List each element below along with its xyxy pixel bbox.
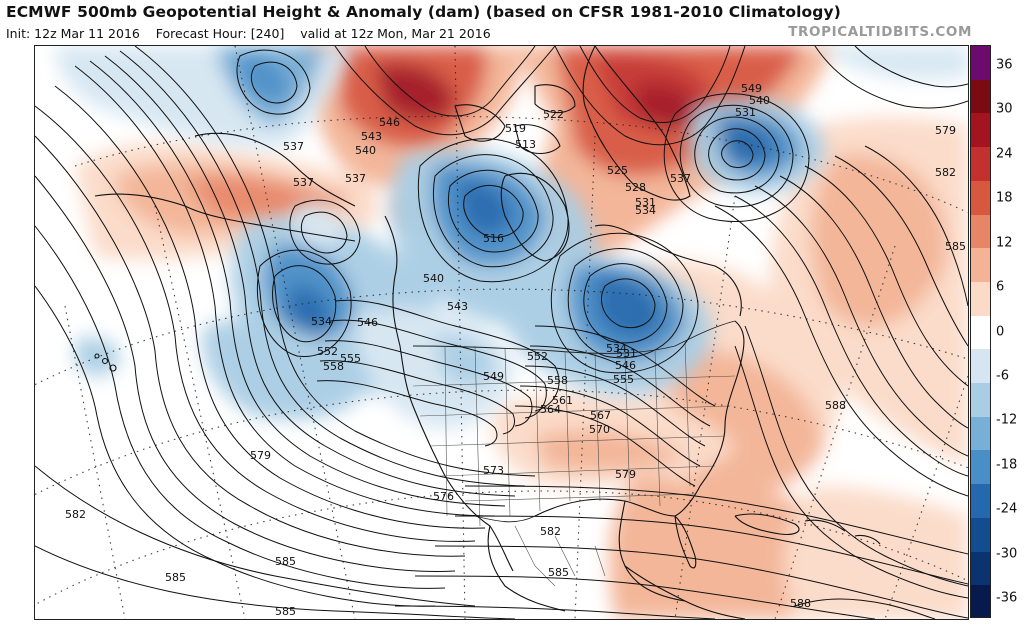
colorbar-swatch — [971, 180, 990, 216]
contour-label: 549 — [483, 370, 504, 383]
contour-label: 579 — [615, 468, 636, 481]
colorbar-tick-label: 0 — [996, 324, 1005, 339]
contour-label: 540 — [355, 144, 376, 157]
contour-label: 576 — [433, 490, 454, 503]
colorbar-swatch — [971, 349, 990, 384]
colorbar-swatch — [971, 79, 990, 114]
colorbar-tick-label: 36 — [996, 57, 1013, 73]
contour-label: 558 — [323, 360, 344, 373]
contour-label: 558 — [547, 374, 568, 387]
contour-label: 552 — [527, 350, 548, 363]
colorbar-tick-label: -12 — [996, 412, 1018, 428]
colorbar-tick-label: 12 — [996, 235, 1013, 251]
contour-label: 585 — [165, 571, 186, 584]
colorbar-tick-label: -36 — [996, 590, 1018, 606]
colorbar-swatch — [971, 484, 990, 519]
colorbar-swatch — [971, 551, 990, 586]
contour-label: 588 — [790, 597, 811, 610]
anomaly-colorbar — [970, 45, 991, 618]
contour-label: 585 — [275, 555, 296, 568]
contour-label: 543 — [447, 300, 468, 313]
contour-label: 534 — [635, 204, 656, 217]
contour-label: 567 — [590, 409, 611, 422]
contour-label: 546 — [615, 359, 636, 372]
colorbar-tick-label: 6 — [996, 279, 1005, 295]
contour-label: 564 — [540, 403, 561, 416]
init-time: Init: 12z Mar 11 2016 — [6, 26, 140, 41]
colorbar-swatch — [971, 416, 990, 451]
contour-label: 588 — [825, 399, 846, 412]
contour-label: 534 — [311, 315, 332, 328]
contour-label: 552 — [317, 345, 338, 358]
contour-label: 582 — [935, 166, 956, 179]
contour-label: 540 — [749, 94, 770, 107]
contour-label: 516 — [483, 232, 504, 245]
brand-watermark: TROPICALTIDBITS.COM — [788, 24, 972, 40]
contour-label: 546 — [379, 116, 400, 129]
colorbar-swatch — [971, 585, 990, 617]
colorbar-tick-label: -24 — [996, 501, 1018, 517]
contour-label: 570 — [589, 423, 610, 436]
contour-label: 579 — [935, 124, 956, 137]
contour-label: 582 — [540, 525, 561, 538]
colorbar-swatch — [971, 147, 990, 182]
colorbar-swatch — [971, 46, 990, 81]
colorbar-swatch — [971, 450, 990, 485]
colorbar-swatch — [971, 315, 990, 350]
contour-label: 528 — [625, 181, 646, 194]
contour-label: 579 — [250, 449, 271, 462]
valid-time: valid at 12z Mon, Mar 21 2016 — [300, 26, 491, 41]
contour-label: 537 — [670, 172, 691, 185]
colorbar-tick-label: -6 — [996, 368, 1009, 384]
colorbar-swatch — [971, 383, 990, 418]
forecast-hour: Forecast Hour: [240] — [155, 26, 285, 41]
contour-label: 546 — [357, 316, 378, 329]
contour-label: 522 — [543, 108, 564, 121]
anomaly-shading — [55, 46, 968, 619]
coastlines — [94, 46, 936, 619]
contour-label: 537 — [293, 176, 314, 189]
contour-label: 555 — [613, 373, 634, 386]
height-contours — [35, 46, 968, 619]
colorbar-swatch — [971, 113, 990, 148]
contour-label: 543 — [361, 130, 382, 143]
weather-map: 537 537 537 543 540 546 519 513 522 525 528 531 534 5… — [34, 45, 969, 620]
contour-label: 561 — [552, 394, 573, 407]
contour-label: 537 — [283, 140, 304, 153]
colorbar-tick-label: 30 — [996, 101, 1013, 117]
contour-label: 585 — [945, 240, 966, 253]
colorbar-tick-label: -18 — [996, 457, 1018, 473]
contour-label: 525 — [607, 164, 628, 177]
contour-label: 531 — [616, 347, 637, 360]
colorbar-swatch — [971, 214, 990, 249]
contour-label: 531 — [735, 106, 756, 119]
map-title: ECMWF 500mb Geopotential Height & Anomal… — [6, 3, 841, 21]
contour-label: 573 — [483, 464, 504, 477]
contour-label: 540 — [423, 272, 444, 285]
contour-label: 549 — [741, 82, 762, 95]
contour-label: 585 — [275, 605, 296, 618]
lat-lon-grid — [35, 46, 968, 619]
colorbar-tick-label: 24 — [996, 146, 1013, 162]
colorbar-swatch — [971, 281, 990, 317]
contour-label: 537 — [345, 172, 366, 185]
contour-label: 513 — [515, 138, 536, 151]
colorbar-tick-label: 18 — [996, 190, 1013, 206]
contour-label: 534 — [606, 342, 627, 355]
colorbar-swatch — [971, 248, 990, 283]
colorbar-swatch — [971, 517, 990, 553]
colorbar-tick-label: -30 — [996, 546, 1018, 562]
contour-label: 585 — [548, 566, 569, 579]
contour-label: 582 — [65, 508, 86, 521]
contour-label: 531 — [635, 196, 656, 209]
contour-label: 555 — [340, 352, 361, 365]
contour-label: 519 — [505, 122, 526, 135]
map-subtitle: Init: 12z Mar 11 2016 Forecast Hour: [24… — [6, 26, 491, 41]
